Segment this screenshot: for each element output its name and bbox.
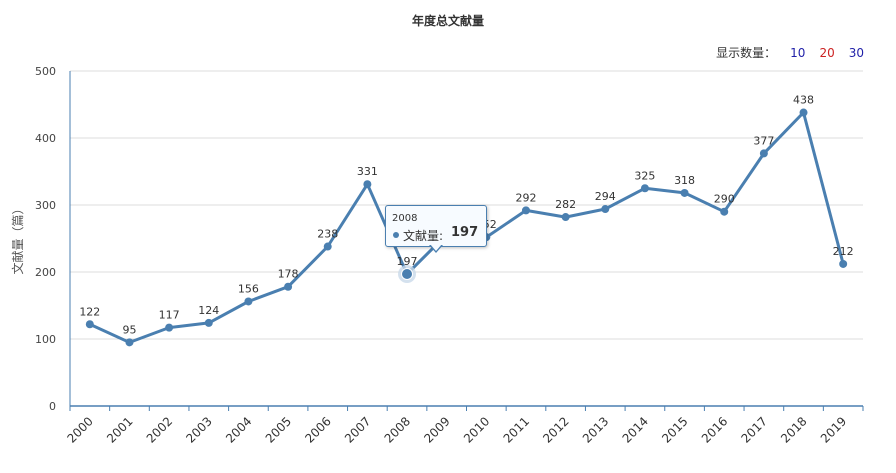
display-count-selector: 显示数量： 10 20 30 [716, 44, 864, 61]
x-tick-label: 2015 [659, 414, 690, 445]
data-label: 331 [357, 165, 378, 178]
data-point[interactable] [521, 206, 530, 215]
chart-title: 年度总文献量 [411, 14, 484, 28]
data-point[interactable] [165, 323, 174, 332]
data-label: 294 [595, 190, 616, 203]
data-point[interactable] [720, 207, 729, 216]
x-tick-label: 2012 [540, 414, 571, 445]
data-point[interactable] [839, 259, 848, 268]
data-label: 292 [515, 191, 536, 204]
x-tick-label: 2011 [501, 414, 532, 445]
x-axis-ticks: 2000 2001 2002 2003 2004 2005 2006 2007 2008 2009… [64, 406, 864, 446]
data-point[interactable] [244, 297, 253, 306]
data-point[interactable] [363, 180, 372, 189]
data-label: 122 [79, 305, 100, 318]
data-label: 325 [634, 169, 655, 182]
data-point[interactable] [85, 320, 94, 329]
x-tick-label: 2018 [778, 414, 809, 445]
display-count-label: 显示数量： [716, 46, 777, 60]
data-label: 124 [198, 304, 219, 317]
data-label: 238 [317, 228, 338, 241]
data-label: 178 [278, 268, 299, 281]
count-option-30[interactable]: 30 [848, 46, 864, 60]
x-tick-label: 2019 [818, 414, 849, 445]
y-axis-ticks: 0 100 200 300 400 500 [35, 65, 56, 413]
data-label: 156 [238, 282, 259, 295]
x-tick-label: 2016 [699, 414, 730, 445]
data-points [85, 108, 848, 347]
y-tick-label: 0 [49, 400, 56, 413]
tooltip-value: 197 [451, 225, 479, 240]
x-tick-label: 2006 [302, 414, 333, 445]
y-tick-label: 500 [35, 65, 56, 78]
x-tick-label: 2014 [620, 414, 651, 445]
data-label: 212 [833, 245, 854, 258]
y-tick-label: 300 [35, 199, 56, 212]
data-point[interactable] [640, 184, 649, 193]
data-point[interactable] [799, 108, 808, 117]
count-option-10[interactable]: 10 [790, 46, 806, 60]
x-tick-label: 2007 [342, 414, 373, 445]
x-tick-label: 2004 [223, 414, 254, 445]
x-tick-label: 2000 [64, 414, 95, 445]
data-label: 318 [674, 174, 695, 187]
grid-lines [70, 70, 863, 340]
data-point-active[interactable] [401, 268, 414, 281]
data-label: 95 [122, 323, 136, 336]
x-tick-label: 2003 [183, 414, 214, 445]
x-tick-label: 2010 [461, 414, 492, 445]
data-point[interactable] [601, 205, 610, 214]
tooltip-year: 2008 [392, 213, 418, 224]
y-tick-label: 400 [35, 132, 56, 145]
y-tick-label: 200 [35, 266, 56, 279]
data-point[interactable] [323, 242, 332, 251]
data-label: 438 [793, 94, 814, 107]
tooltip: 2008 文献量: 197 [385, 205, 487, 253]
y-tick-label: 100 [35, 333, 56, 346]
x-tick-label: 2013 [580, 414, 611, 445]
y-axis-label: 文献量（篇） [10, 202, 25, 274]
data-label: 197 [397, 255, 418, 268]
x-tick-label: 2017 [738, 414, 769, 445]
data-point[interactable] [125, 338, 134, 347]
tooltip-series-dot [393, 232, 399, 238]
data-label: 377 [753, 134, 774, 147]
x-tick-label: 2002 [144, 414, 175, 445]
data-label: 282 [555, 198, 576, 211]
data-point[interactable] [561, 213, 570, 222]
data-labels: 1229511712415617823833119725625229228229… [79, 94, 853, 337]
data-point[interactable] [284, 282, 293, 291]
data-label: 290 [714, 193, 735, 206]
data-point[interactable] [680, 188, 689, 197]
data-point[interactable] [204, 318, 213, 327]
x-tick-label: 2009 [421, 414, 452, 445]
count-option-20[interactable]: 20 [819, 46, 835, 60]
data-point[interactable] [759, 149, 768, 158]
x-tick-label: 2008 [382, 414, 413, 445]
tooltip-series-name: 文献量: [403, 229, 444, 243]
data-label: 117 [159, 309, 180, 322]
x-tick-label: 2001 [104, 414, 135, 445]
x-tick-label: 2005 [263, 414, 294, 445]
